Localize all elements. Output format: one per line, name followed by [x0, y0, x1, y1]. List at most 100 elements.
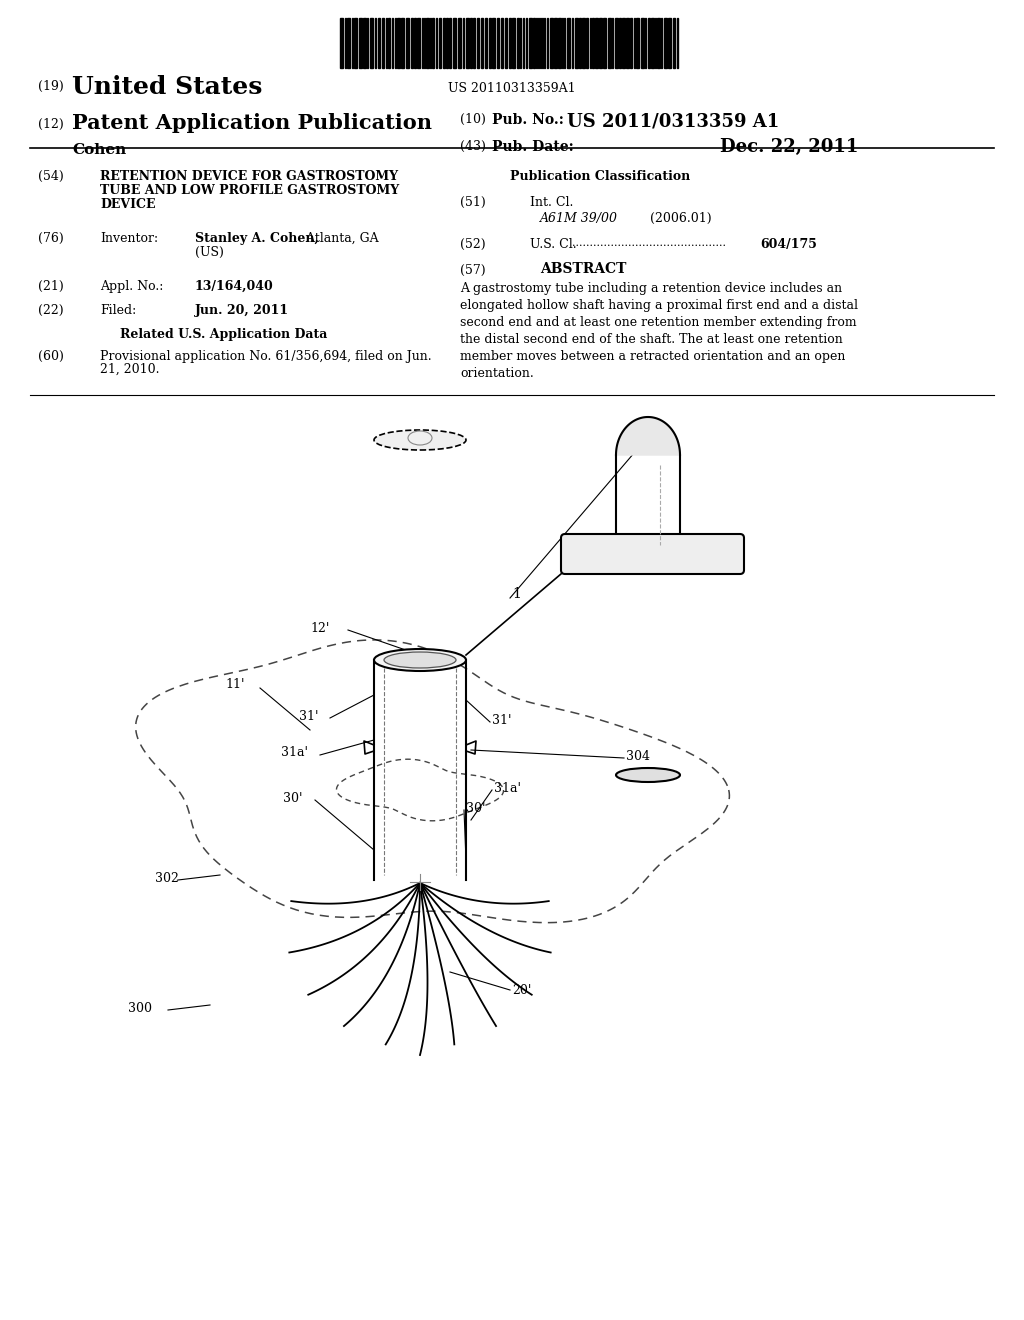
Bar	[411, 18, 413, 69]
Text: Pub. No.:: Pub. No.:	[492, 114, 564, 127]
Bar	[651, 18, 654, 69]
Bar	[458, 18, 461, 69]
Bar	[586, 18, 588, 69]
Bar	[512, 18, 515, 69]
Bar	[668, 18, 671, 69]
Bar	[466, 18, 469, 69]
Bar	[550, 18, 553, 69]
Text: 302: 302	[155, 871, 179, 884]
Bar	[517, 18, 519, 69]
Text: Stanley A. Cohen,: Stanley A. Cohen,	[195, 232, 318, 246]
Ellipse shape	[374, 430, 466, 450]
Text: US 20110313359A1: US 20110313359A1	[449, 82, 575, 95]
Bar	[359, 18, 362, 69]
Text: Filed:: Filed:	[100, 304, 136, 317]
Text: 11': 11'	[225, 678, 245, 692]
Text: United States: United States	[72, 75, 262, 99]
Bar	[378, 18, 380, 69]
Text: 300: 300	[128, 1002, 152, 1015]
Text: (76): (76)	[38, 232, 63, 246]
Text: Patent Application Publication: Patent Application Publication	[72, 114, 432, 133]
Bar	[446, 18, 449, 69]
Bar	[505, 18, 507, 69]
Bar	[648, 18, 650, 69]
Bar	[603, 18, 606, 69]
Text: DEVICE: DEVICE	[100, 198, 156, 211]
Bar	[558, 18, 561, 69]
Text: (43): (43)	[460, 140, 485, 153]
Bar	[673, 18, 675, 69]
Bar	[492, 18, 495, 69]
Bar	[567, 18, 570, 69]
Text: (52): (52)	[460, 238, 485, 251]
Text: TUBE AND LOW PROFILE GASTROSTOMY: TUBE AND LOW PROFILE GASTROSTOMY	[100, 183, 399, 197]
Bar	[618, 18, 621, 69]
Text: 304: 304	[626, 750, 650, 763]
Text: A gastrostomy tube including a retention device includes an
elongated hollow sha: A gastrostomy tube including a retention…	[460, 282, 858, 380]
Bar	[657, 18, 660, 69]
Bar	[449, 18, 451, 69]
Bar	[579, 18, 581, 69]
Bar	[485, 18, 487, 69]
Text: Appl. No.:: Appl. No.:	[100, 280, 164, 293]
Bar	[615, 18, 618, 69]
Text: 20': 20'	[512, 983, 531, 997]
Bar	[664, 18, 667, 69]
Ellipse shape	[374, 649, 466, 671]
Text: US 2011/0313359 A1: US 2011/0313359 A1	[567, 114, 779, 131]
Bar	[497, 18, 499, 69]
Bar	[406, 18, 409, 69]
Text: Atlanta, GA: Atlanta, GA	[302, 232, 379, 246]
Ellipse shape	[616, 768, 680, 781]
Text: (US): (US)	[195, 246, 224, 259]
Bar	[641, 18, 644, 69]
Text: Jun. 20, 2011: Jun. 20, 2011	[195, 304, 289, 317]
Bar	[595, 18, 598, 69]
Bar	[443, 18, 445, 69]
Text: Cohen: Cohen	[72, 143, 126, 157]
Text: (10): (10)	[460, 114, 485, 125]
Text: ............................................: ........................................…	[572, 238, 726, 248]
Text: Related U.S. Application Data: Related U.S. Application Data	[120, 327, 328, 341]
Text: Int. Cl.: Int. Cl.	[530, 195, 573, 209]
Bar	[414, 18, 416, 69]
Polygon shape	[616, 417, 680, 455]
Bar	[575, 18, 578, 69]
Bar	[554, 18, 557, 69]
Bar	[397, 18, 400, 69]
Text: Dec. 22, 2011: Dec. 22, 2011	[720, 139, 858, 156]
Text: Publication Classification: Publication Classification	[510, 170, 690, 183]
Text: 31a': 31a'	[494, 781, 521, 795]
Bar	[426, 18, 429, 69]
Text: 31': 31'	[299, 710, 318, 722]
Bar	[417, 18, 420, 69]
Bar	[432, 18, 434, 69]
Text: (2006.01): (2006.01)	[650, 213, 712, 224]
Text: U.S. Cl.: U.S. Cl.	[530, 238, 581, 251]
Text: 21, 2010.: 21, 2010.	[100, 363, 160, 376]
Text: RETENTION DEVICE FOR GASTROSTOMY: RETENTION DEVICE FOR GASTROSTOMY	[100, 170, 398, 183]
Bar	[347, 18, 350, 69]
Bar	[599, 18, 602, 69]
Bar	[592, 18, 594, 69]
Text: 30': 30'	[466, 801, 485, 814]
Text: (21): (21)	[38, 280, 63, 293]
Bar	[622, 18, 625, 69]
Bar	[388, 18, 390, 69]
Bar	[473, 18, 475, 69]
Bar	[529, 18, 532, 69]
Text: 604/175: 604/175	[760, 238, 817, 251]
Text: 31': 31'	[492, 714, 512, 726]
Bar	[501, 18, 503, 69]
Text: (12): (12)	[38, 117, 63, 131]
Bar	[509, 18, 511, 69]
Bar	[470, 18, 472, 69]
Text: (22): (22)	[38, 304, 63, 317]
Text: Provisional application No. 61/356,694, filed on Jun.: Provisional application No. 61/356,694, …	[100, 350, 432, 363]
Text: 13/164,040: 13/164,040	[195, 280, 273, 293]
Text: (54): (54)	[38, 170, 63, 183]
Bar	[370, 18, 373, 69]
Bar	[626, 18, 629, 69]
Ellipse shape	[384, 652, 456, 668]
Bar	[382, 18, 384, 69]
